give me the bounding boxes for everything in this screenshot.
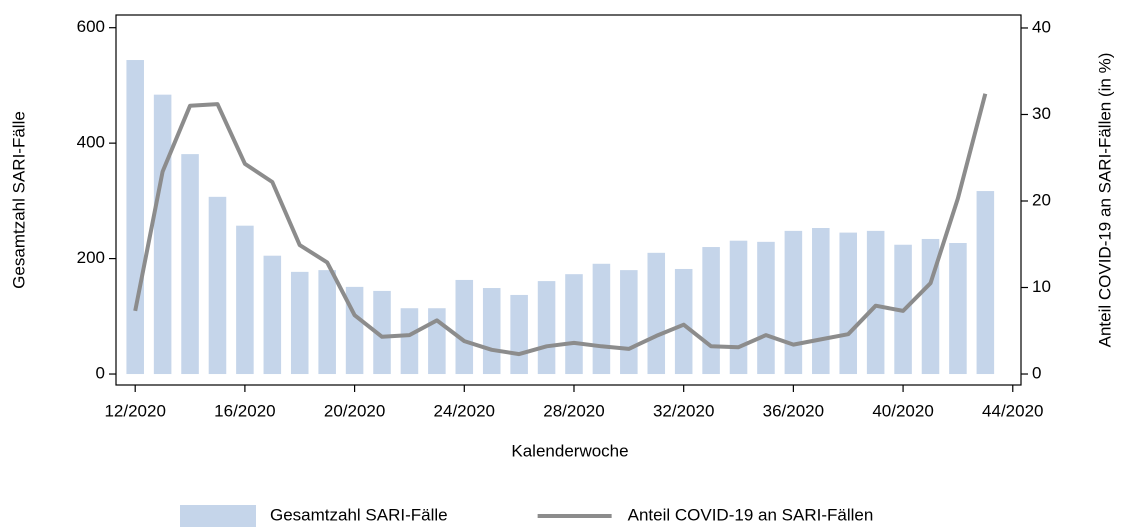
y2-axis-title: Anteil COVID-19 an SARI-Fällen (in %) — [1095, 53, 1114, 348]
x-tick-label: 12/2020 — [104, 401, 165, 420]
x-tick-label: 24/2020 — [434, 401, 495, 420]
bar — [400, 308, 419, 375]
bar — [482, 288, 501, 375]
bar — [620, 270, 638, 375]
bar — [674, 268, 693, 375]
y-tick-label: 200 — [77, 248, 105, 267]
x-tick-label: 16/2020 — [214, 401, 275, 420]
bar — [702, 247, 720, 375]
bar — [126, 60, 144, 375]
x-tick-label: 44/2020 — [982, 401, 1043, 420]
y2-tick-label: 10 — [1032, 277, 1051, 296]
x-tick-label: 32/2020 — [653, 401, 714, 420]
bar — [757, 241, 775, 375]
bar — [236, 225, 254, 375]
plot-frame — [115, 14, 1022, 386]
bar — [373, 290, 391, 375]
bar — [949, 243, 967, 375]
line — [133, 93, 988, 357]
bar — [428, 308, 446, 375]
bar — [976, 191, 995, 375]
legend-label: Anteil COVID-19 an SARI-Fällen — [628, 505, 874, 524]
bar — [318, 270, 336, 375]
y2-tick-label: 0 — [1032, 363, 1041, 382]
y-tick-label: 0 — [96, 364, 105, 383]
x-axis-title: Kalenderwoche — [511, 441, 628, 460]
legend-swatch — [180, 505, 256, 527]
y-axis-title: Gesamtzahl SARI-Fälle — [9, 111, 28, 289]
bar — [181, 154, 199, 375]
bar — [565, 274, 583, 375]
bar — [263, 255, 282, 375]
bar — [839, 232, 858, 375]
y-tick-label: 400 — [77, 133, 105, 152]
bar — [784, 230, 803, 375]
x-tick-label: 20/2020 — [324, 401, 385, 420]
x-tick-label: 28/2020 — [543, 401, 604, 420]
bar — [729, 240, 748, 375]
x-tick-label: 36/2020 — [763, 401, 824, 420]
bar — [510, 294, 528, 375]
bar — [647, 252, 666, 375]
bar — [592, 263, 611, 375]
legend-label: Gesamtzahl SARI-Fälle — [270, 505, 448, 524]
bar — [208, 196, 227, 375]
bar — [290, 271, 309, 375]
x-tick-label: 40/2020 — [872, 401, 933, 420]
y2-tick-label: 30 — [1032, 104, 1051, 123]
bar — [537, 281, 556, 375]
y2-tick-label: 40 — [1032, 17, 1051, 36]
bar — [866, 230, 885, 375]
bar — [153, 94, 172, 375]
y2-tick-label: 20 — [1032, 190, 1051, 209]
bar — [455, 279, 474, 375]
bar — [812, 227, 830, 375]
y-tick-label: 600 — [77, 17, 105, 36]
